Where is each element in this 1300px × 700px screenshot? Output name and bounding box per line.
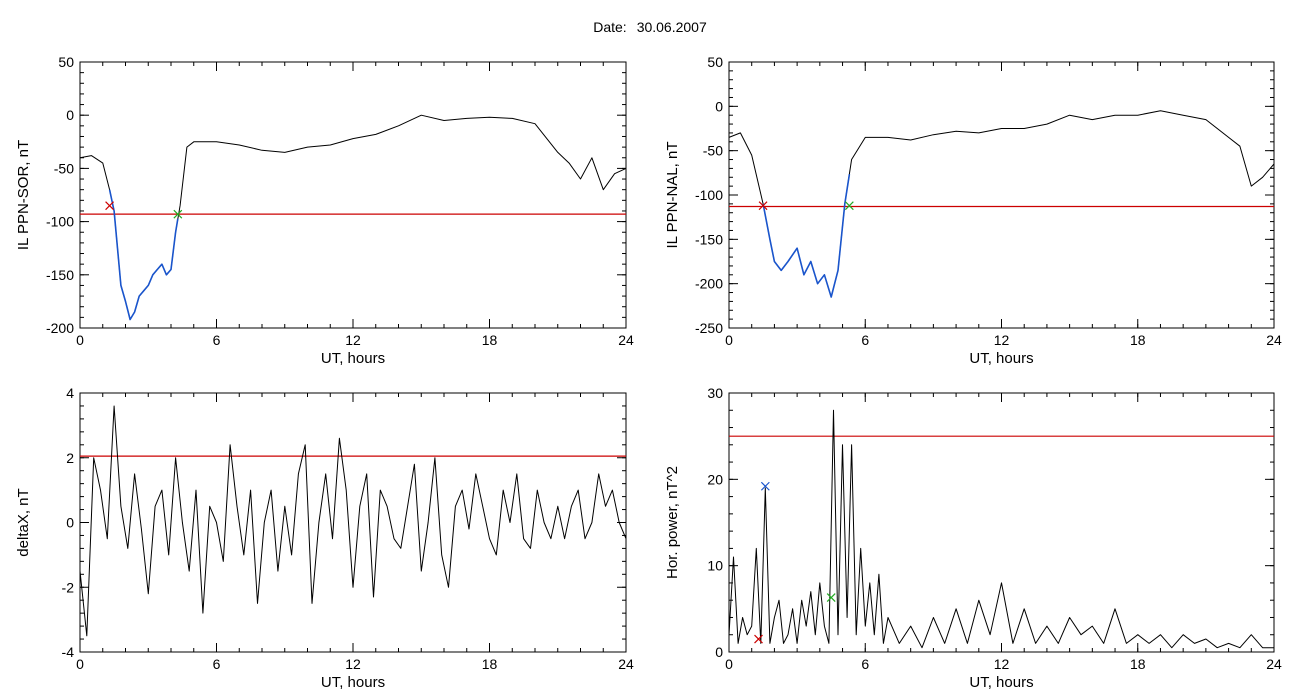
x-tick-label: 18 <box>482 332 498 348</box>
y-tick-label: -150 <box>695 231 723 247</box>
y-tick-label: 20 <box>707 471 723 487</box>
y-tick-label: -150 <box>46 267 74 283</box>
marker-stroke <box>844 201 854 211</box>
x-tick-label: 6 <box>861 332 869 348</box>
y-tick-label: 50 <box>58 54 74 70</box>
marker-stroke <box>758 201 768 211</box>
y-tick-label: -4 <box>62 644 75 660</box>
y-axis-label: IL PPN-NAL, nT <box>664 142 681 249</box>
y-tick-label: -200 <box>46 320 74 336</box>
x-axis-label: UT, hours <box>321 350 385 367</box>
y-tick-label: 0 <box>715 98 723 114</box>
marker-green <box>826 593 836 603</box>
x-tick-label: 12 <box>994 656 1010 672</box>
date-label: Date: <box>593 19 627 35</box>
x-axis-label: UT, hours <box>969 674 1033 691</box>
x-tick-label: 18 <box>482 656 498 672</box>
page-title: Date: 30.06.2007 <box>0 19 1300 35</box>
marker-stroke <box>826 593 836 603</box>
panel-hor-power: 0 6 12 18 24 0 10 20 30 UT, hours Hor. power, nT^2 <box>664 385 1282 691</box>
date-value: 30.06.2007 <box>636 19 707 35</box>
panel-il-ppn-nal: 0 6 12 18 24 -250 -200 -150 -100 -50 0 50 UT, hours I… <box>664 54 1282 367</box>
marker-stroke <box>754 634 763 644</box>
y-tick-label: -50 <box>703 143 723 159</box>
y-axis-label: Hor. power, nT^2 <box>664 466 681 579</box>
y-tick-label: -2 <box>62 579 75 595</box>
x-tick-label: 18 <box>1130 332 1146 348</box>
x-tick-label: 6 <box>213 332 221 348</box>
y-tick-label: 10 <box>707 558 723 574</box>
marker-blue <box>760 481 770 491</box>
x-axis-label: UT, hours <box>969 350 1033 367</box>
x-tick-label: 6 <box>861 656 869 672</box>
x-axis-label: UT, hours <box>321 674 385 691</box>
x-tick-label: 24 <box>618 332 634 348</box>
x-tick-label: 24 <box>1266 332 1282 348</box>
plot-frame <box>728 61 1275 329</box>
x-tick-label: 18 <box>1130 656 1146 672</box>
y-tick-label: -100 <box>695 187 723 203</box>
y-tick-label: -100 <box>46 214 74 230</box>
marker-stroke <box>173 209 183 219</box>
x-tick-label: 6 <box>213 656 221 672</box>
x-tick-label: 0 <box>725 656 733 672</box>
x-tick-label: 0 <box>76 656 84 672</box>
x-tick-label: 0 <box>725 332 733 348</box>
marker-green <box>173 209 183 219</box>
plot-frame <box>728 392 1275 653</box>
series-line <box>79 114 627 320</box>
y-axis-label: deltaX, nT <box>15 488 32 556</box>
y-tick-label: 2 <box>66 450 74 466</box>
y-tick-label: -250 <box>695 320 723 336</box>
plot-frame <box>79 392 627 653</box>
y-tick-label: 30 <box>707 385 723 401</box>
marker-stroke <box>760 481 770 491</box>
x-tick-label: 12 <box>345 332 361 348</box>
y-tick-label: 0 <box>66 515 74 531</box>
x-tick-label: 12 <box>345 656 361 672</box>
highlight-segment <box>108 189 179 321</box>
y-tick-label: 0 <box>715 644 723 660</box>
plot-frame <box>79 61 627 329</box>
marker-red <box>758 201 768 211</box>
y-tick-label: 0 <box>66 107 74 123</box>
x-tick-label: 12 <box>994 332 1010 348</box>
x-tick-label: 24 <box>1266 656 1282 672</box>
marker-green <box>844 201 854 211</box>
marker-red <box>754 634 763 644</box>
y-tick-label: 4 <box>66 385 74 401</box>
x-tick-label: 24 <box>618 656 634 672</box>
x-tick-label: 0 <box>76 332 84 348</box>
marker-stroke <box>105 201 114 211</box>
series-line <box>728 409 1274 649</box>
panel-il-ppn-sor: 0 6 12 18 24 -200 -150 -100 -50 0 50 UT, hours IL PP… <box>15 54 634 367</box>
y-tick-label: 50 <box>707 54 723 70</box>
marker-red <box>105 201 114 211</box>
y-tick-label: -200 <box>695 276 723 292</box>
series-line <box>728 110 1275 298</box>
highlight-segment <box>762 174 851 298</box>
series-line <box>79 405 627 637</box>
y-tick-label: -50 <box>54 160 74 176</box>
y-axis-label: IL PPN-SOR, nT <box>15 140 32 250</box>
